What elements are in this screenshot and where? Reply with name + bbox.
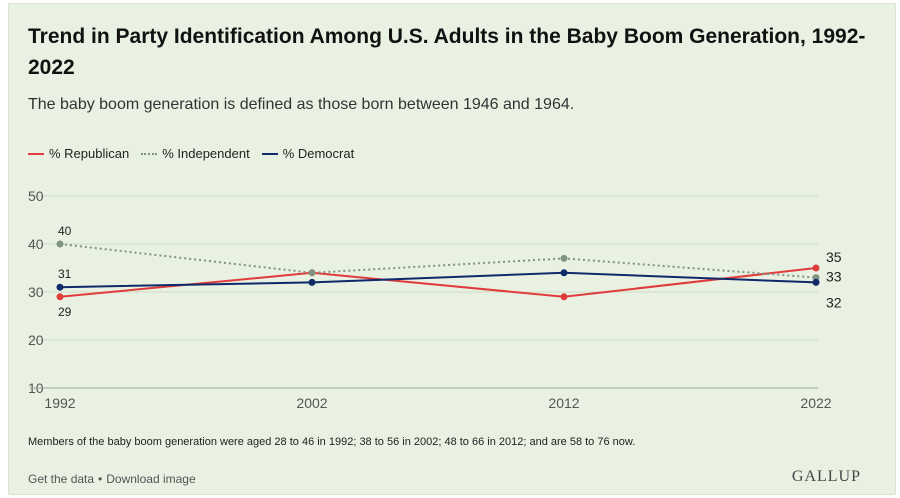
legend-label-independent: % Independent <box>162 146 250 161</box>
legend-item-independent: % Independent <box>141 146 250 161</box>
data-label-0-3: 35 <box>826 249 842 265</box>
data-label-0-0: 29 <box>58 305 72 319</box>
y-tick-label-30: 30 <box>28 284 44 300</box>
data-point-2-2 <box>560 269 568 277</box>
chart-card: Trend in Party Identification Among U.S.… <box>8 3 896 495</box>
legend-label-republican: % Republican <box>49 146 130 161</box>
data-label-1-0: 40 <box>58 224 72 238</box>
series-line-1 <box>59 243 817 279</box>
x-tick-label-1992: 1992 <box>44 395 75 411</box>
data-point-2-0 <box>56 283 64 291</box>
data-point-2-3 <box>812 278 820 286</box>
legend-item-republican: % Republican <box>28 146 129 161</box>
legend: % Republican % Independent % Democrat <box>28 146 366 161</box>
data-point-1-0 <box>56 240 64 248</box>
data-label-2-0: 31 <box>58 267 72 281</box>
link-separator: • <box>98 472 103 486</box>
legend-swatch-democrat <box>261 152 278 155</box>
x-tick-label-2022: 2022 <box>800 395 831 411</box>
data-point-0-3 <box>812 264 820 272</box>
gallup-logo: GALLUP <box>791 468 861 485</box>
data-point-1-2 <box>560 254 568 262</box>
chart-title: Trend in Party Identification Among U.S.… <box>28 25 866 79</box>
data-point-0-2 <box>560 293 568 301</box>
y-tick-label-20: 20 <box>28 332 44 348</box>
x-tick-label-2012: 2012 <box>548 395 579 411</box>
legend-swatch-independent <box>141 152 158 155</box>
data-point-0-0 <box>56 293 64 301</box>
legend-item-democrat: % Democrat <box>261 146 355 161</box>
data-point-1-3 <box>812 274 820 282</box>
footnote: Members of the baby boom generation were… <box>28 436 636 448</box>
data-point-2-1 <box>308 278 316 286</box>
chart-subtitle: The baby boom generation is defined as t… <box>28 96 575 113</box>
get-data-link[interactable]: Get the data <box>28 472 95 486</box>
y-tick-label-40: 40 <box>28 236 44 252</box>
legend-swatch-republican <box>28 152 44 155</box>
data-point-1-1 <box>308 269 316 277</box>
series-line-2 <box>59 271 817 289</box>
y-tick-label-50: 50 <box>28 188 44 204</box>
data-label-1-3: 33 <box>826 269 842 285</box>
legend-label-democrat: % Democrat <box>282 146 355 161</box>
download-image-link[interactable]: Download image <box>106 472 196 486</box>
x-tick-label-2002: 2002 <box>296 395 327 411</box>
footer-links: Get the data • Download image <box>28 472 196 486</box>
data-label-2-3: 32 <box>826 294 842 310</box>
